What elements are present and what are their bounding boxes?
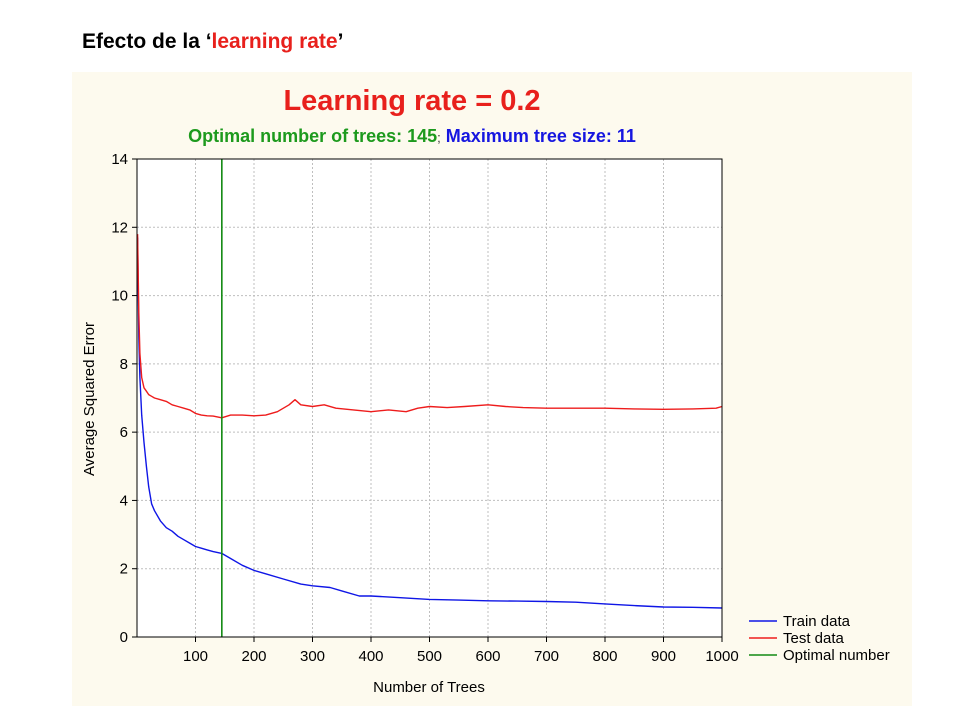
x-tick-label: 800 — [592, 648, 617, 665]
x-tick-label: 100 — [183, 648, 208, 665]
y-tick-label: 0 — [120, 629, 128, 646]
chart-subtitle-optimal: Optimal number of trees: 145 — [188, 126, 437, 146]
x-tick-label: 500 — [417, 648, 442, 665]
legend-label-test: Test data — [783, 630, 845, 647]
chart-subtitle-treesize: Maximum tree size: 11 — [441, 126, 636, 146]
y-tick-label: 14 — [111, 151, 128, 168]
x-axis-label: Number of Trees — [373, 679, 485, 696]
chart-subtitle-separator: ; — [437, 130, 441, 145]
chart-panel: Learning rate = 0.2 Optimal number of tr… — [72, 72, 912, 706]
y-tick-label: 8 — [120, 356, 128, 373]
y-tick-label: 12 — [111, 219, 128, 236]
plot-frame — [136, 158, 723, 638]
y-tick-label: 2 — [120, 561, 128, 578]
legend-label-train: Train data — [783, 613, 851, 630]
chart-subtitle: Optimal number of trees: 145; Maximum tr… — [188, 126, 636, 146]
train-data-line — [136, 237, 723, 609]
slide-title: Efecto de la ‘learning rate’ — [82, 30, 343, 54]
x-tick-label: 400 — [358, 648, 383, 665]
x-tick-label: 1000 — [705, 648, 738, 665]
slide-title-suffix: ’ — [337, 30, 344, 53]
plot-background — [137, 159, 722, 637]
y-tick-label: 6 — [120, 424, 128, 441]
line-chart: Learning rate = 0.2 Optimal number of tr… — [81, 85, 890, 696]
y-tick-label: 4 — [120, 492, 128, 509]
x-tick-label: 700 — [534, 648, 559, 665]
test-data-line — [136, 234, 723, 419]
x-tick-label: 200 — [241, 648, 266, 665]
x-tick-label: 900 — [651, 648, 676, 665]
slide-title-highlight: learning rate — [211, 30, 338, 53]
chart-title: Learning rate = 0.2 — [283, 85, 540, 117]
x-tick-label: 600 — [475, 648, 500, 665]
slide-title-prefix: Efecto de la ‘ — [82, 30, 212, 53]
y-tick-label: 10 — [111, 288, 128, 305]
y-axis-label: Average Squared Error — [81, 322, 98, 476]
x-tick-label: 300 — [300, 648, 325, 665]
plot-area: 100 200 300 400 500 600 700 800 900 1000 0 2 4 6 8 10 12… — [111, 151, 738, 665]
legend-label-optimal: Optimal number — [783, 647, 890, 664]
